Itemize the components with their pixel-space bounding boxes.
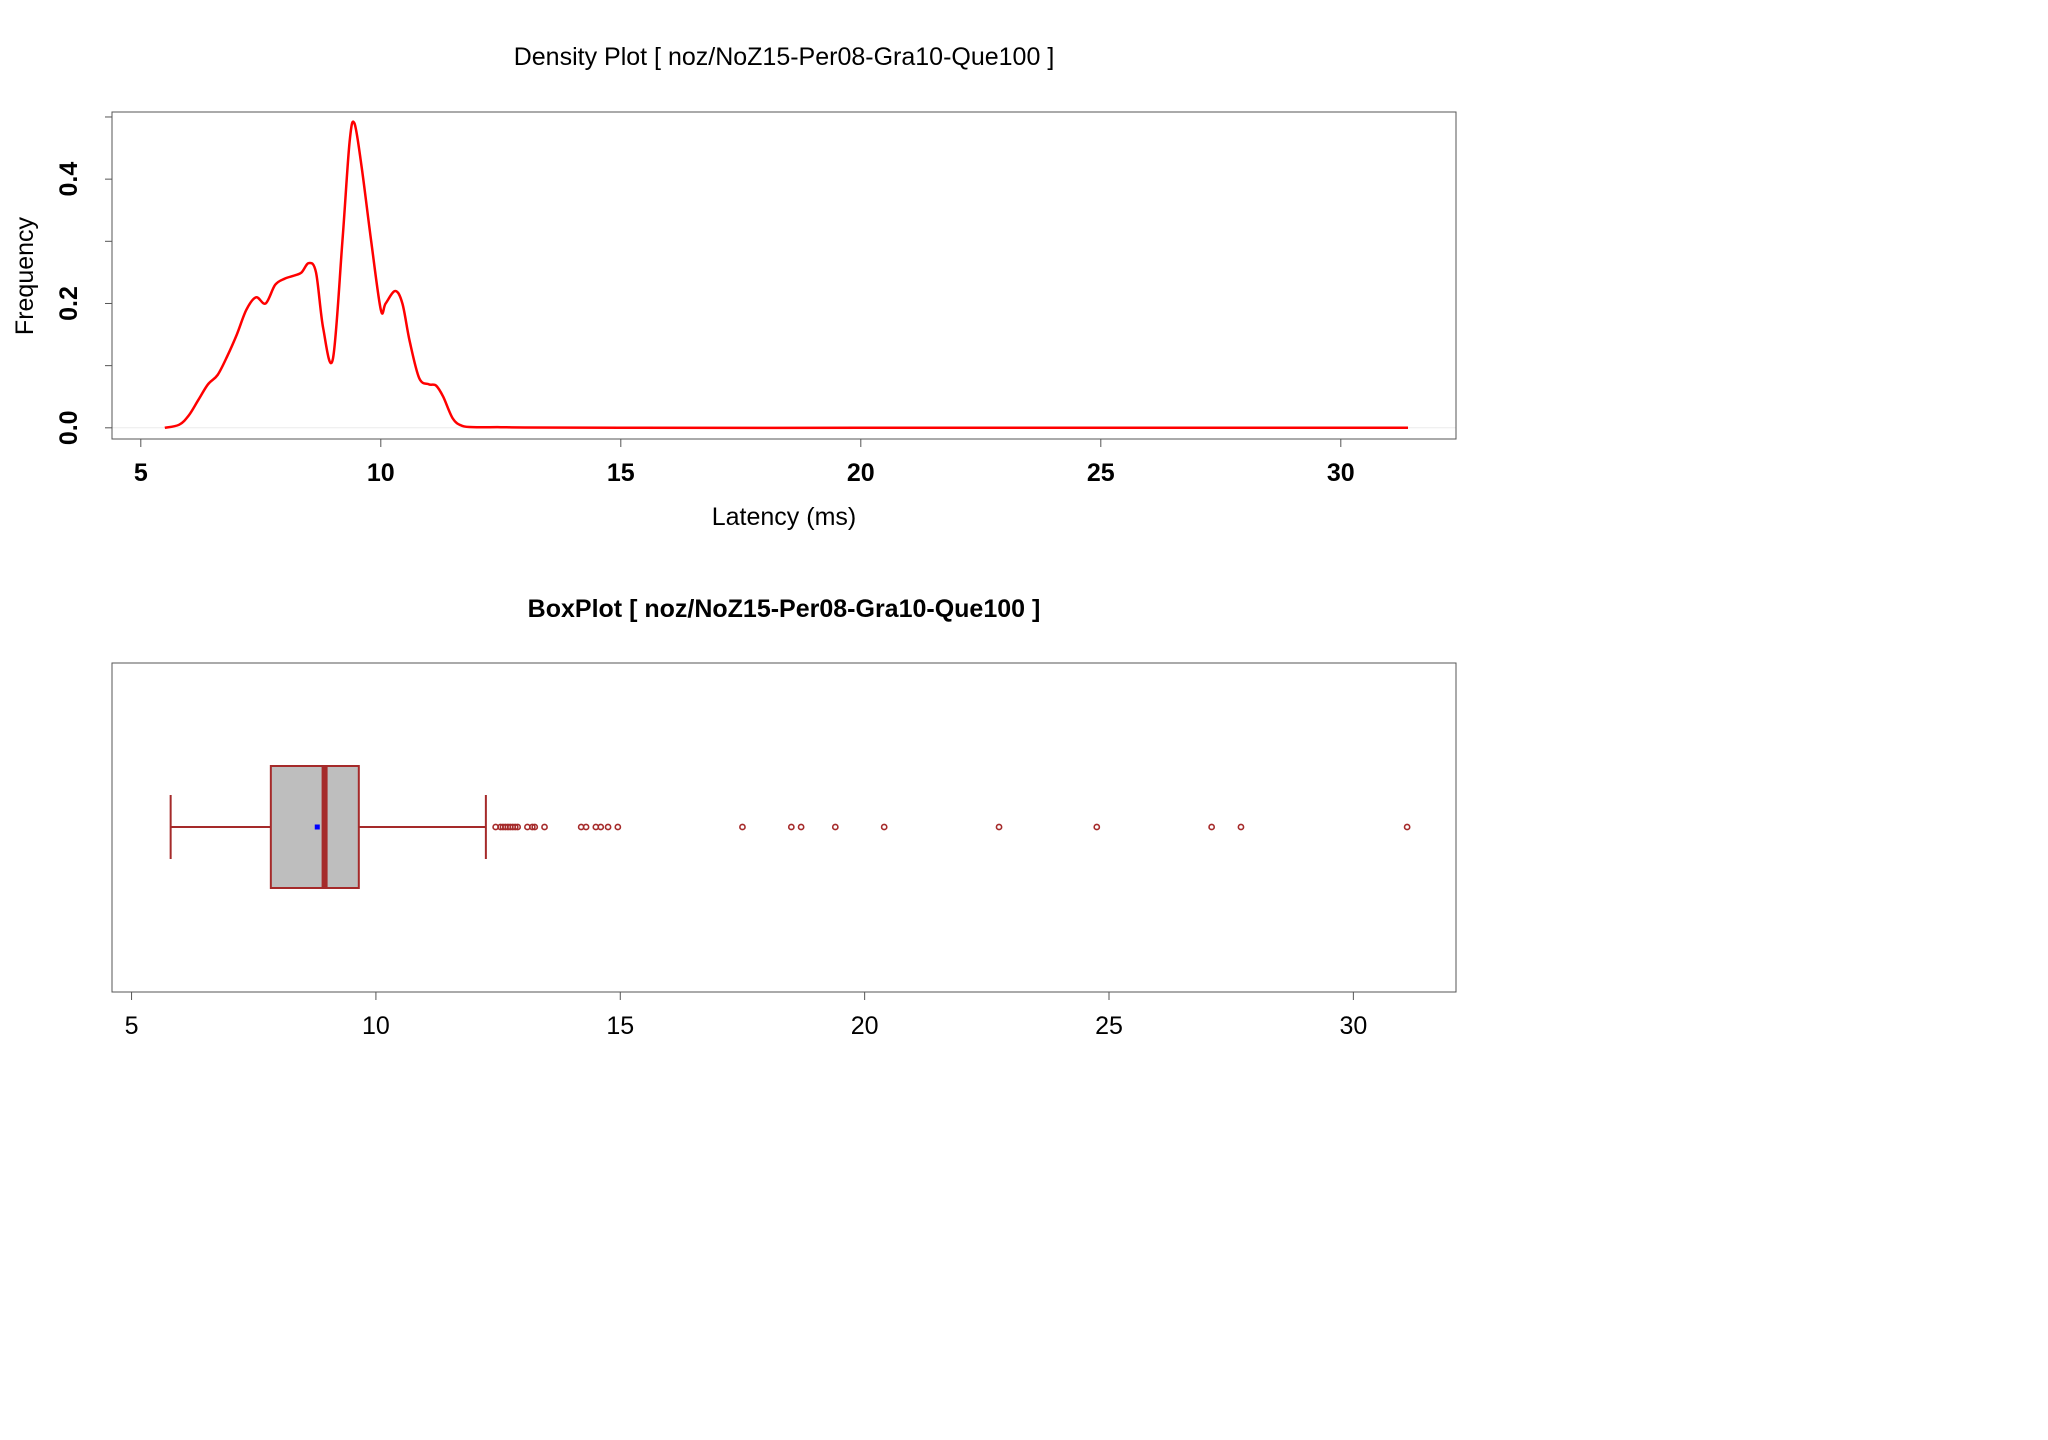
x-tick-label: 30: [1327, 459, 1355, 487]
density-plot-frame: [111, 111, 1457, 440]
density-y-axis-label: Frequency: [11, 216, 39, 335]
outlier-point: [597, 823, 605, 831]
outlier-point: [511, 823, 519, 831]
outlier-point: [531, 823, 539, 831]
outlier-point: [582, 823, 590, 831]
outlier-point: [787, 823, 795, 831]
outliers: [492, 823, 1411, 831]
density-curve: [164, 120, 1408, 430]
outlier-point: [995, 823, 1003, 831]
x-tick-label: 15: [607, 459, 635, 487]
x-tick-label: 20: [847, 459, 875, 487]
y-tick-label: 0.2: [55, 286, 83, 321]
outlier-point: [831, 823, 839, 831]
outlier-point: [1403, 823, 1411, 831]
outlier-point: [797, 823, 805, 831]
outlier-point: [1093, 823, 1101, 831]
outlier-point: [541, 823, 548, 831]
mean-marker: [314, 824, 320, 830]
x-tick-label: 15: [606, 1012, 634, 1040]
box-plot-panel: BoxPlot [ noz/NoZ15-Per08-Gra10-Que100 ]…: [111, 595, 1457, 1040]
outlier-point: [604, 823, 612, 831]
box-plot-title: BoxPlot [ noz/NoZ15-Per08-Gra10-Que100 ]: [528, 595, 1041, 623]
density-plot-title: Density Plot [ noz/NoZ15-Per08-Gra10-Que…: [514, 43, 1055, 71]
density-x-axis-label: Latency (ms): [712, 503, 856, 531]
figure: Density Plot [ noz/NoZ15-Per08-Gra10-Que…: [11, 43, 1457, 1040]
outlier-point: [739, 823, 746, 831]
outlier-point: [528, 823, 536, 831]
x-tick-label: 25: [1095, 1012, 1123, 1040]
x-tick-label: 10: [362, 1012, 390, 1040]
outlier-point: [614, 823, 622, 831]
x-tick-label: 30: [1339, 1012, 1367, 1040]
outlier-point: [880, 823, 888, 831]
x-tick-label: 10: [367, 459, 395, 487]
x-tick-label: 5: [134, 459, 148, 487]
x-tick-label: 25: [1087, 459, 1115, 487]
density-x-axis: 5 10 15 20 25 30: [134, 439, 1355, 487]
outlier-point: [514, 823, 522, 831]
x-tick-label: 20: [851, 1012, 879, 1040]
x-tick-label: 5: [125, 1012, 139, 1040]
outlier-point: [1208, 823, 1216, 831]
y-tick-label: 0.0: [55, 410, 83, 445]
box-x-axis: 5 10 15 20 25 30: [125, 991, 1367, 1040]
y-tick-label: 0.4: [55, 162, 83, 197]
outlier-point: [1237, 823, 1245, 831]
density-y-axis: 0.0 0.2 0.4: [55, 116, 112, 445]
density-plot-panel: Density Plot [ noz/NoZ15-Per08-Gra10-Que…: [11, 43, 1457, 531]
